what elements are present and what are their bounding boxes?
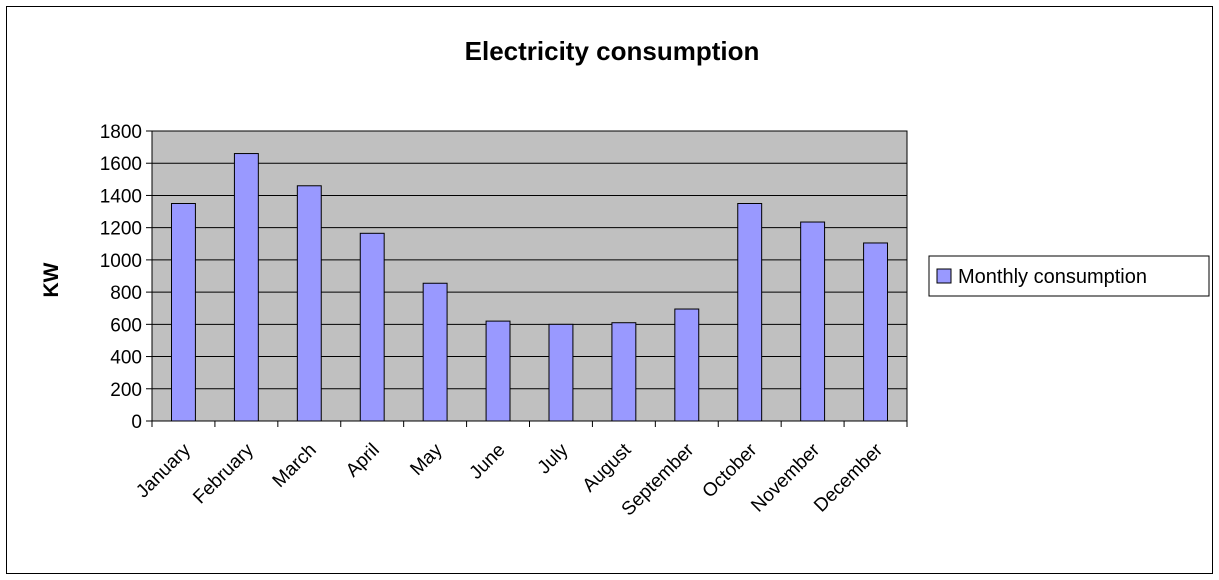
bar-august xyxy=(611,322,637,422)
x-tick-label: March xyxy=(269,440,321,492)
bar-september xyxy=(674,308,700,422)
plot-area: 0 200 400 600 800 1000 1200 1400 1600 1800 January… xyxy=(100,122,908,520)
y-tick-label: 400 xyxy=(110,348,142,369)
y-tick-label: 1600 xyxy=(100,154,142,175)
x-tick-label: February xyxy=(189,439,258,508)
x-tick-label: October xyxy=(699,439,762,502)
x-tick-label: August xyxy=(579,439,636,496)
y-tick-label: 1800 xyxy=(100,122,142,143)
y-tick-label: 1200 xyxy=(100,219,142,240)
y-tick-label: 800 xyxy=(110,283,142,304)
y-tick-label: 600 xyxy=(110,315,142,336)
x-tick-label: June xyxy=(466,440,510,484)
bar-february xyxy=(233,153,259,422)
legend-box xyxy=(928,255,1210,297)
bar-march xyxy=(296,185,322,422)
chart-title: Electricity consumption xyxy=(465,36,760,66)
x-tick-label: April xyxy=(342,440,384,482)
x-tick-label: December xyxy=(810,439,887,516)
y-tick-label: 1000 xyxy=(100,251,142,272)
bar-december xyxy=(863,242,888,422)
legend-label: Monthly consumption xyxy=(958,266,1147,288)
legend-swatch xyxy=(936,268,952,284)
plot-background xyxy=(152,131,907,421)
y-tick-label: 1400 xyxy=(100,186,142,207)
x-tick-label: May xyxy=(406,439,447,480)
legend: Monthly consumption xyxy=(928,255,1210,297)
bar-april xyxy=(359,232,385,422)
bar-may xyxy=(422,282,448,422)
bar-july xyxy=(548,323,574,422)
x-tick-label: January xyxy=(132,439,195,502)
y-tick-label: 0 xyxy=(131,412,142,433)
bar-june xyxy=(485,320,511,422)
bar-november xyxy=(800,221,826,422)
y-tick-label: 200 xyxy=(110,380,142,401)
x-tick-label: July xyxy=(534,439,573,478)
bar-january xyxy=(171,203,196,422)
bar-october xyxy=(737,203,763,422)
y-axis-label: KW xyxy=(40,262,63,297)
